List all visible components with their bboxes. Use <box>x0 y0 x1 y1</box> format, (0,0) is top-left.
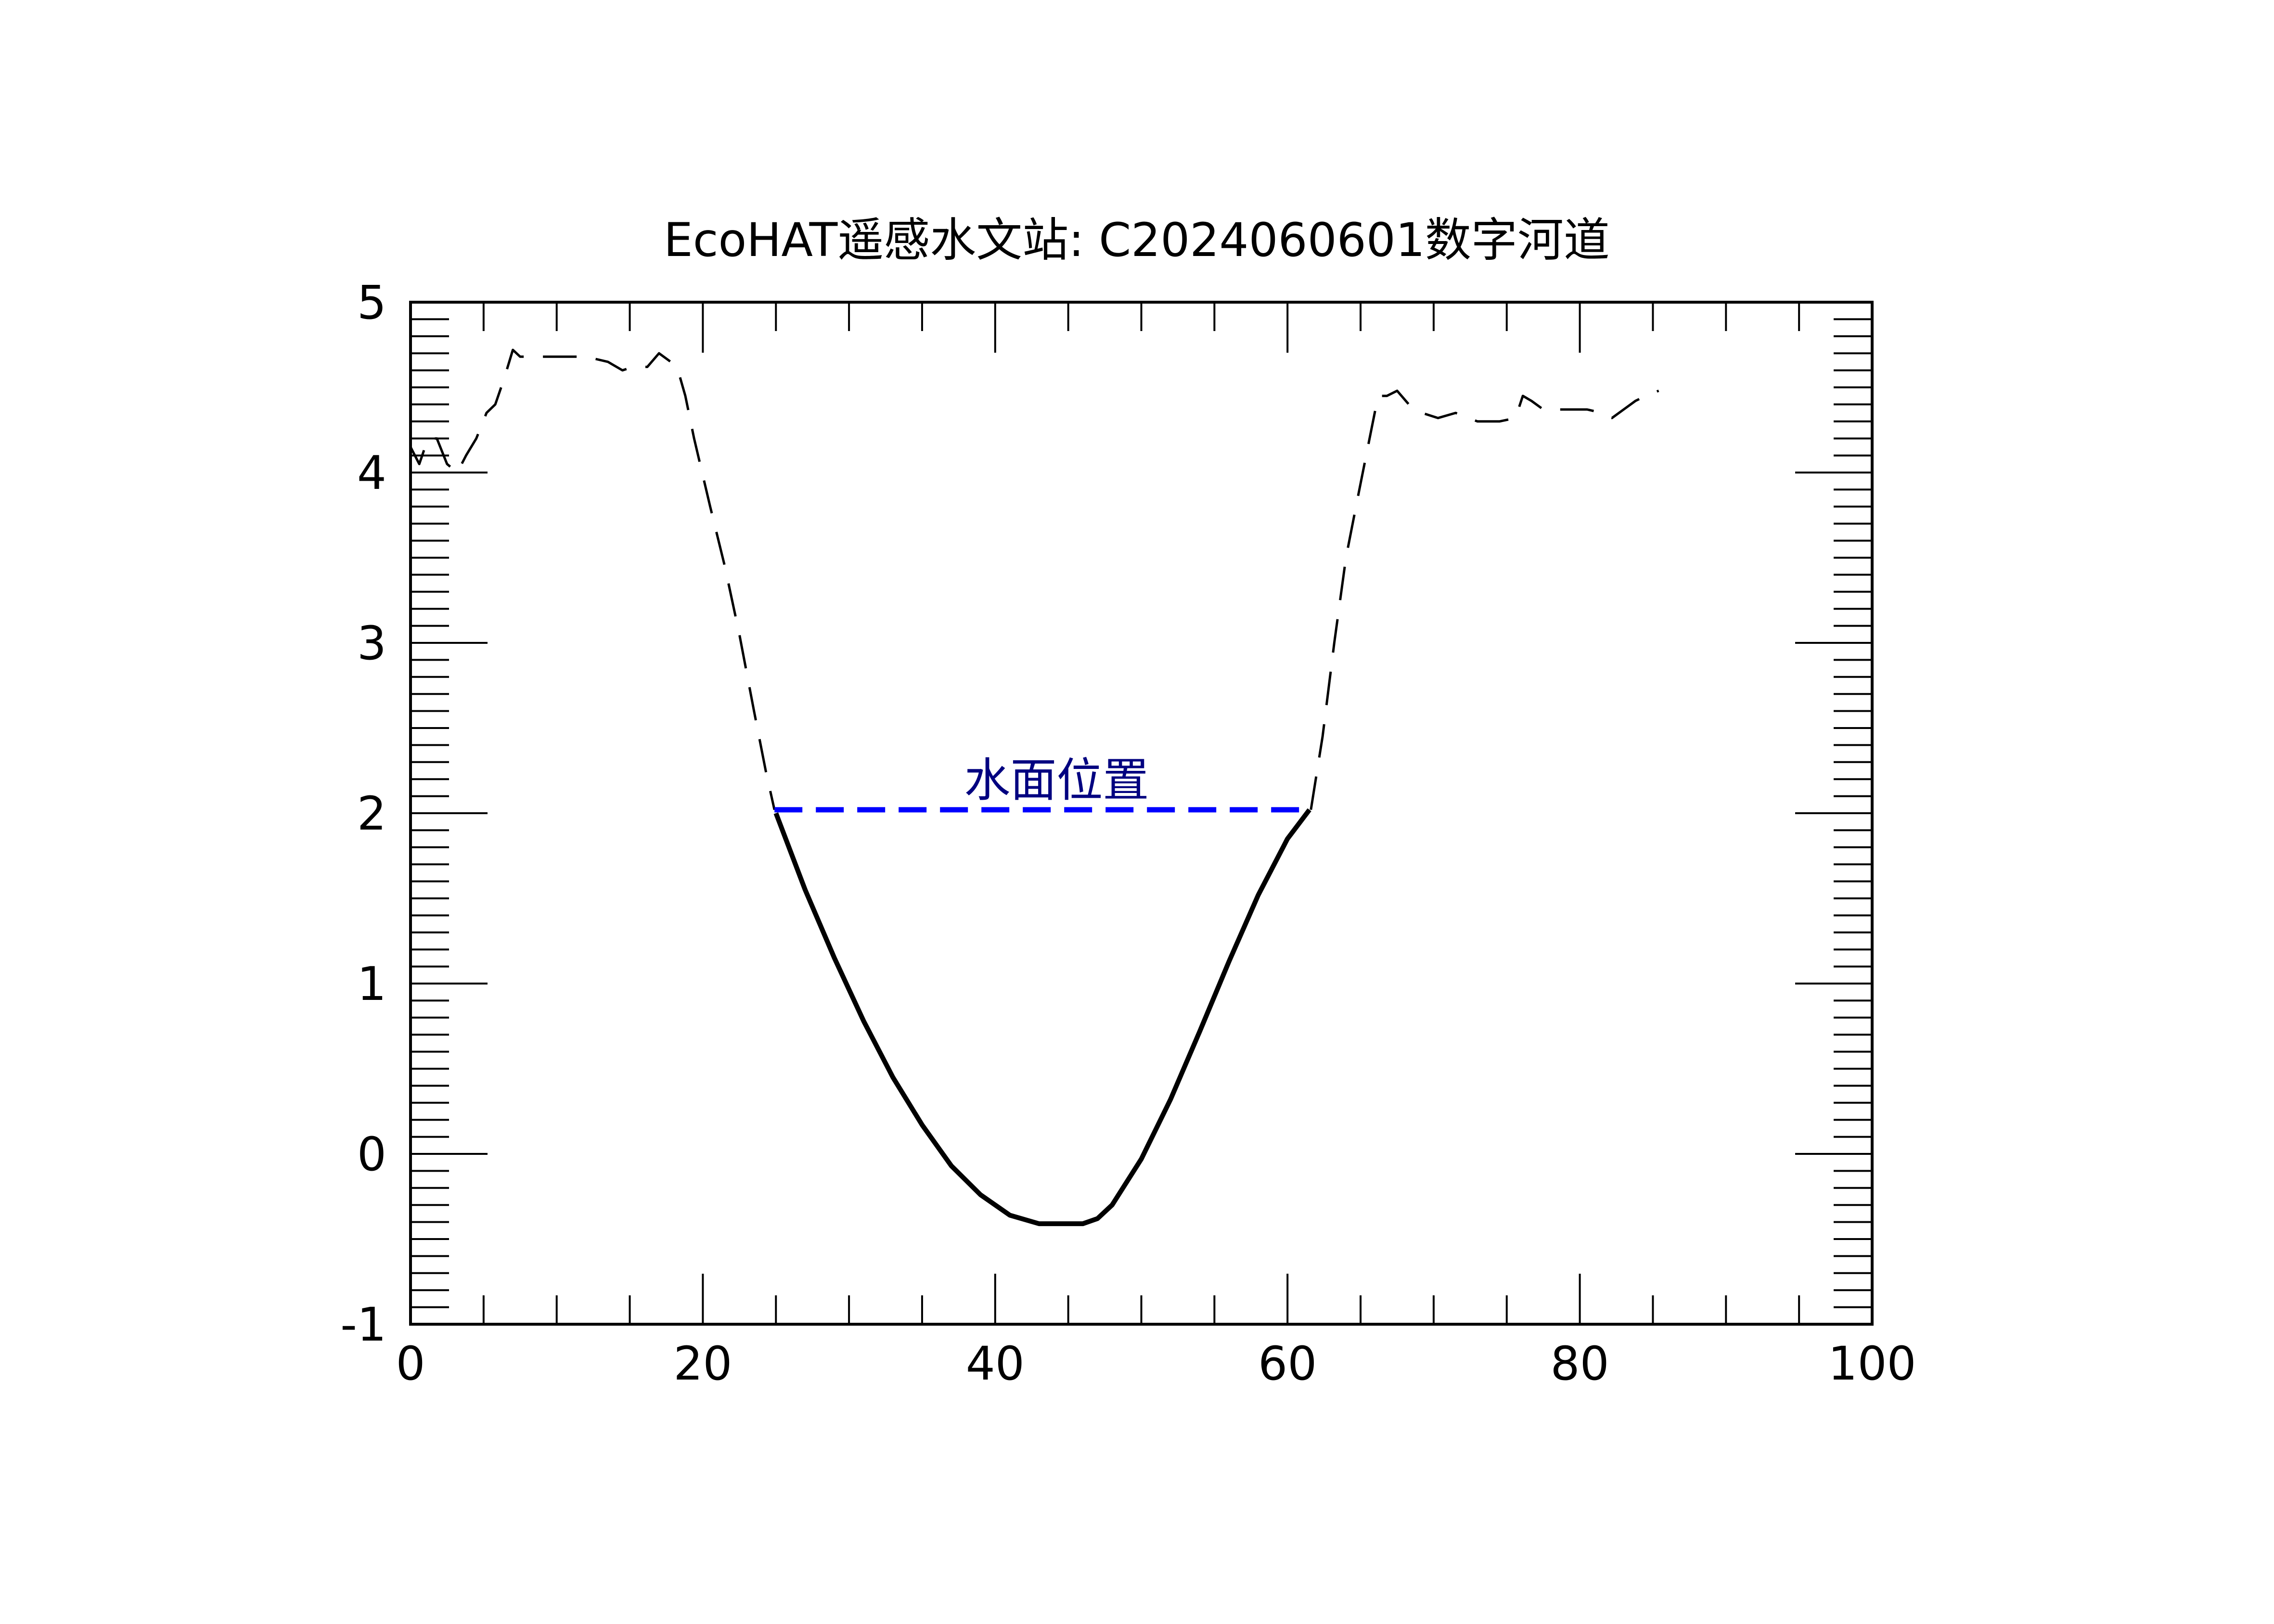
tick-marks <box>410 301 1873 1325</box>
plot-frame <box>409 301 1874 1326</box>
y-tick-label: 1 <box>357 957 386 1011</box>
x-tick-label: 20 <box>673 1337 732 1391</box>
bank-profile-line <box>1310 389 1659 810</box>
y-tick-label: 5 <box>357 276 386 330</box>
x-tick-label: 0 <box>396 1337 425 1391</box>
y-tick-label: 4 <box>357 446 386 500</box>
chart-title: EcoHAT遥感水文站: C2024060601数字河道 <box>664 213 1610 267</box>
plot-series <box>409 348 1659 1227</box>
y-tick-label: 2 <box>357 787 386 841</box>
x-tick-label: 80 <box>1551 1337 1609 1391</box>
y-tick-label: 0 <box>357 1127 386 1181</box>
y-tick-label: -1 <box>340 1298 386 1352</box>
x-tick-label: 100 <box>1828 1337 1916 1391</box>
water-surface-label: 水面位置 <box>964 754 1149 807</box>
bank-profile-line <box>409 348 776 810</box>
y-tick-label: 3 <box>357 616 386 670</box>
x-tick-label: 60 <box>1258 1337 1317 1391</box>
submerged-profile-line <box>773 808 1311 1227</box>
annotations: 水面位置 <box>964 754 1149 807</box>
x-tick-label: 40 <box>966 1337 1025 1391</box>
